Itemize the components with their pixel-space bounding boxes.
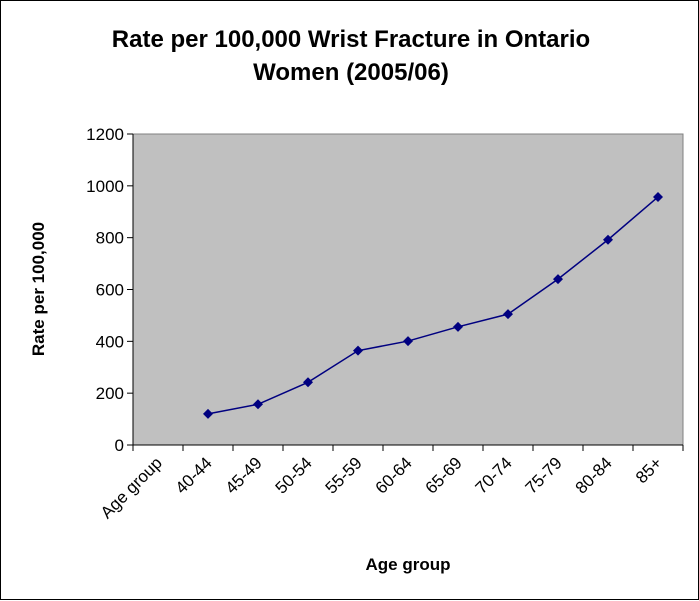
x-tick-label: 55-59 — [322, 453, 366, 497]
y-tick-label: 0 — [115, 436, 124, 455]
x-tick-label: 65-69 — [422, 453, 466, 497]
diamond-icon — [653, 191, 663, 202]
diamond-icon — [603, 234, 613, 245]
y-tick-label: 800 — [96, 229, 124, 248]
x-tick-label: Age group — [97, 453, 166, 522]
plot-area — [132, 133, 684, 446]
diamond-icon — [453, 321, 463, 332]
x-axis-title: Age group — [366, 555, 451, 574]
y-axis: 0 200 400 600 800 1000 1200 — [86, 125, 134, 455]
x-tick-label: 60-64 — [372, 453, 416, 497]
y-tick-label: 1200 — [86, 125, 124, 144]
diamond-icon — [403, 336, 413, 347]
series-polyline — [207, 196, 659, 415]
x-tick-label: 50-54 — [272, 453, 316, 497]
x-tick-label: 40-44 — [172, 453, 216, 497]
y-tick-label: 200 — [96, 384, 124, 403]
chart-title-line-2: Women (2005/06) — [253, 59, 449, 86]
chart-title-line-1: Rate per 100,000 Wrist Fracture in Ontar… — [112, 26, 590, 53]
y-tick-label: 1000 — [86, 177, 124, 196]
series-line — [203, 191, 663, 419]
x-tick-label: 75-79 — [522, 453, 566, 497]
x-tick-label: 80-84 — [572, 453, 616, 497]
x-axis: Age group 40-44 45-49 50-54 55-59 60-64 65-69 7… — [97, 444, 684, 522]
y-tick-label: 400 — [96, 332, 124, 351]
diamond-icon — [503, 309, 513, 320]
diamond-icon — [203, 408, 213, 419]
y-axis-title: Rate per 100,000 — [29, 222, 48, 356]
diamond-icon — [303, 377, 313, 388]
diamond-icon — [253, 399, 263, 410]
x-tick-label: 45-49 — [222, 453, 266, 497]
x-tick-label: 85+ — [632, 453, 666, 487]
y-tick-label: 600 — [96, 281, 124, 300]
diamond-icon — [353, 345, 363, 356]
diamond-icon — [553, 274, 563, 285]
x-tick-label: 70-74 — [472, 453, 516, 497]
